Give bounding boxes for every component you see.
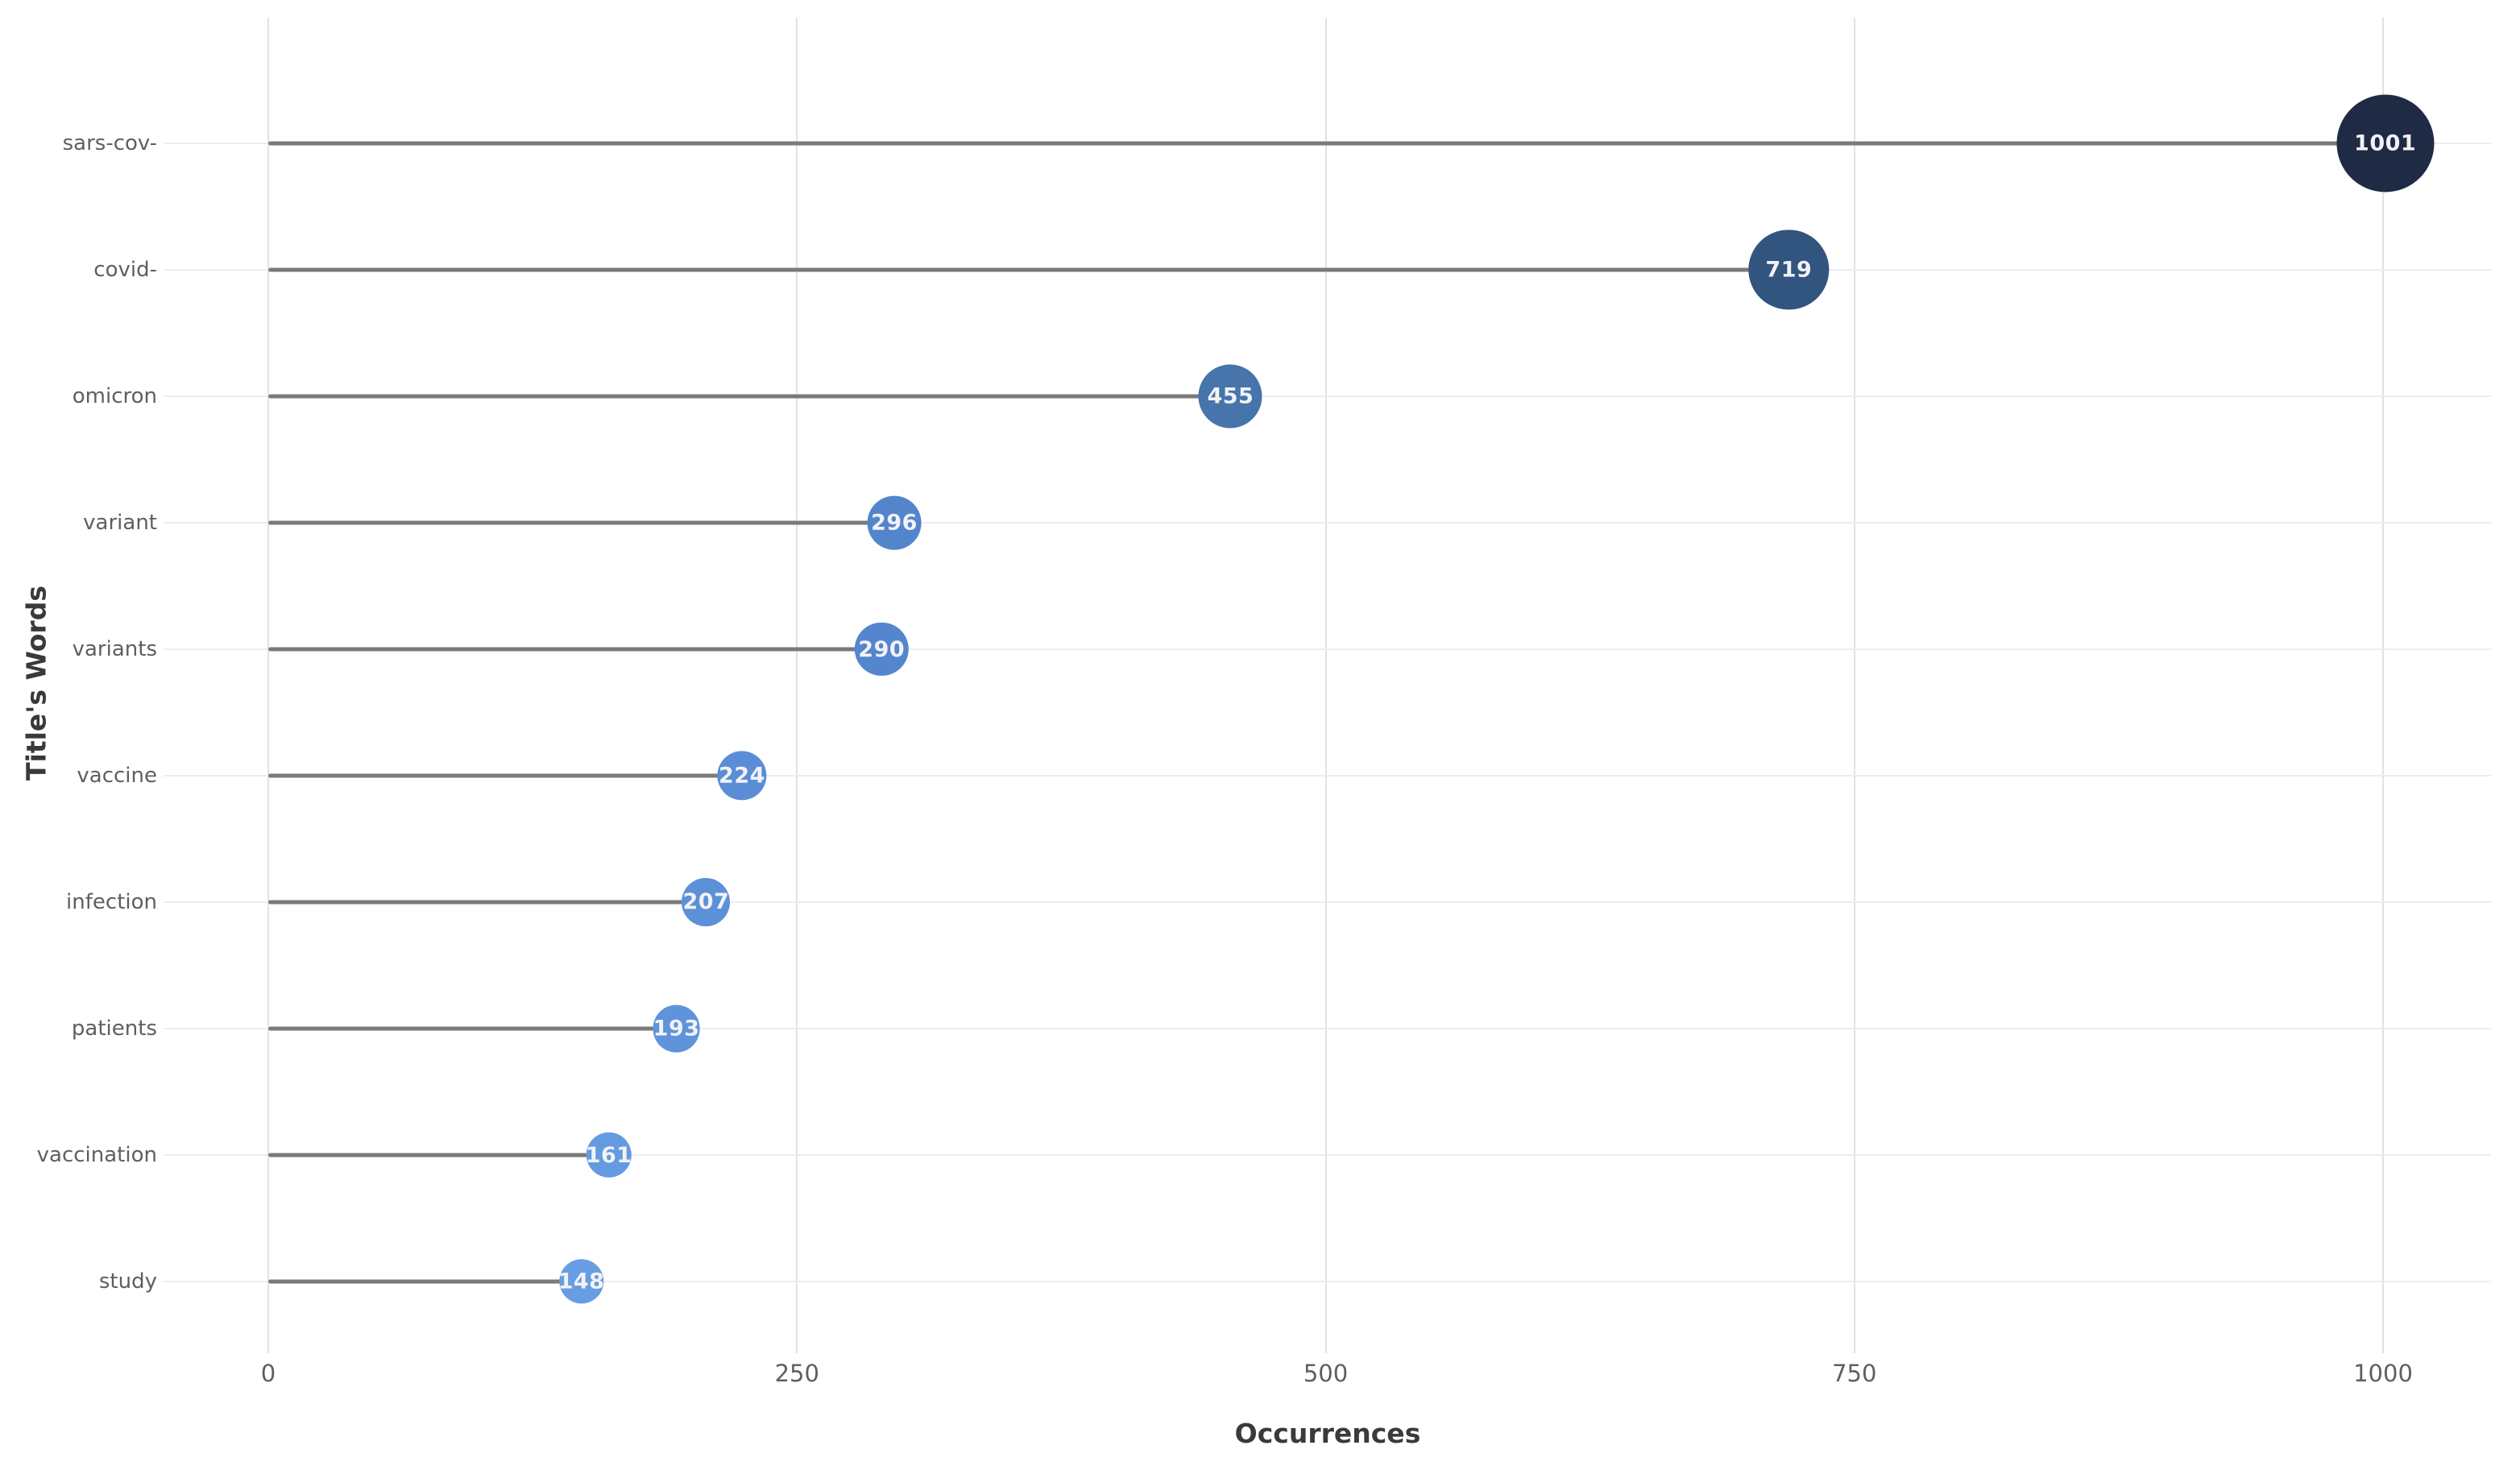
row-gridline [164,1281,2491,1282]
marker-value-label: 148 [557,1269,605,1294]
lollipop-stem [268,1026,677,1031]
marker-value-label: 719 [1765,257,1813,283]
lollipop-marker[interactable]: 455 [1198,364,1262,429]
y-tick-label: vaccination [36,1143,157,1167]
lollipop-marker[interactable]: 290 [855,622,909,677]
lollipop-stem [268,520,894,525]
lollipop-stem [268,900,707,905]
marker-value-label: 207 [682,889,730,915]
x-tick-label: 500 [1303,1360,1349,1387]
x-tick-label: 1000 [2353,1360,2413,1387]
lollipop-stem [268,1153,609,1157]
marker-value-label: 290 [858,636,906,662]
x-gridline [267,18,269,1353]
lollipop-stem [268,267,1789,272]
y-tick-label: variant [83,511,157,535]
x-axis-title: Occurrences [1234,1418,1421,1449]
lollipop-stem [268,394,1231,399]
x-tick-label: 750 [1832,1360,1877,1387]
row-gridline [164,1154,2491,1156]
lollipop-marker[interactable]: 296 [867,495,922,550]
x-gridline [796,18,798,1353]
lollipop-marker[interactable]: 207 [682,878,731,926]
row-gridline [164,648,2491,650]
lollipop-marker[interactable]: 148 [557,1259,605,1304]
y-tick-label: omicron [72,384,157,408]
x-gridline [2382,18,2384,1353]
marker-value-label: 296 [871,510,918,536]
lollipop-marker[interactable]: 224 [717,751,767,801]
marker-value-label: 161 [585,1142,632,1168]
y-tick-label: sars-cov- [62,131,157,155]
y-tick-label: covid- [93,258,157,282]
x-tick-label: 0 [260,1360,276,1387]
row-gridline [164,522,2491,524]
row-gridline [164,901,2491,903]
y-tick-label: patients [71,1017,157,1041]
marker-value-label: 224 [719,763,765,789]
y-tick-label: infection [66,890,157,914]
marker-value-label: 455 [1207,383,1254,409]
lollipop-marker[interactable]: 161 [585,1132,632,1178]
y-axis-title: Title's Words [20,586,52,781]
lollipop-marker[interactable]: 1001 [2336,94,2435,193]
lollipop-marker[interactable]: 719 [1748,230,1830,310]
lollipop-stem [268,141,2385,146]
row-gridline [164,395,2491,397]
lollipop-stem [268,647,882,652]
x-gridline [1324,18,1327,1353]
x-tick-label: 250 [774,1360,819,1387]
x-gridline [1853,18,1855,1353]
lollipop-marker[interactable]: 193 [653,1004,701,1053]
marker-value-label: 1001 [2354,130,2417,156]
y-tick-label: vaccine [77,764,157,788]
y-tick-label: variants [72,637,157,661]
lollipop-stem [268,1279,582,1284]
marker-value-label: 193 [653,1016,700,1042]
row-gridline [164,775,2491,776]
y-tick-label: study [98,1269,157,1294]
row-gridline [164,1028,2491,1029]
lollipop-stem [268,773,742,778]
